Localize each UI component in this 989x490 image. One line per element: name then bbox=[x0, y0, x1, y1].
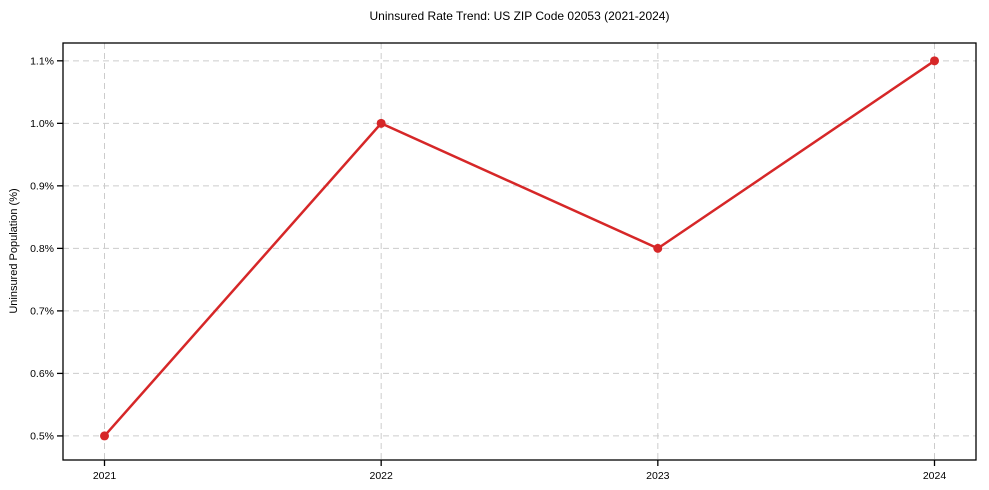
chart-title: Uninsured Rate Trend: US ZIP Code 02053 … bbox=[369, 9, 670, 23]
x-tick-label: 2021 bbox=[93, 470, 117, 482]
data-point-marker bbox=[653, 243, 663, 253]
data-point-marker bbox=[930, 56, 939, 66]
y-tick-label: 1.0% bbox=[30, 118, 54, 130]
data-point-marker bbox=[376, 118, 386, 128]
y-tick-label: 0.9% bbox=[30, 180, 54, 192]
plot-border bbox=[62, 42, 977, 461]
y-tick-label: 0.6% bbox=[30, 368, 54, 380]
data-point-marker bbox=[100, 431, 109, 441]
y-tick-label: 0.8% bbox=[30, 243, 54, 255]
y-tick-label: 1.1% bbox=[30, 55, 54, 67]
x-tick-label: 2024 bbox=[923, 470, 947, 482]
x-tick-label: 2022 bbox=[369, 470, 393, 482]
trend-line bbox=[103, 59, 936, 438]
y-tick-label: 0.7% bbox=[30, 305, 54, 317]
x-tick-label: 2023 bbox=[646, 470, 670, 482]
y-tick-label: 0.5% bbox=[30, 430, 54, 442]
